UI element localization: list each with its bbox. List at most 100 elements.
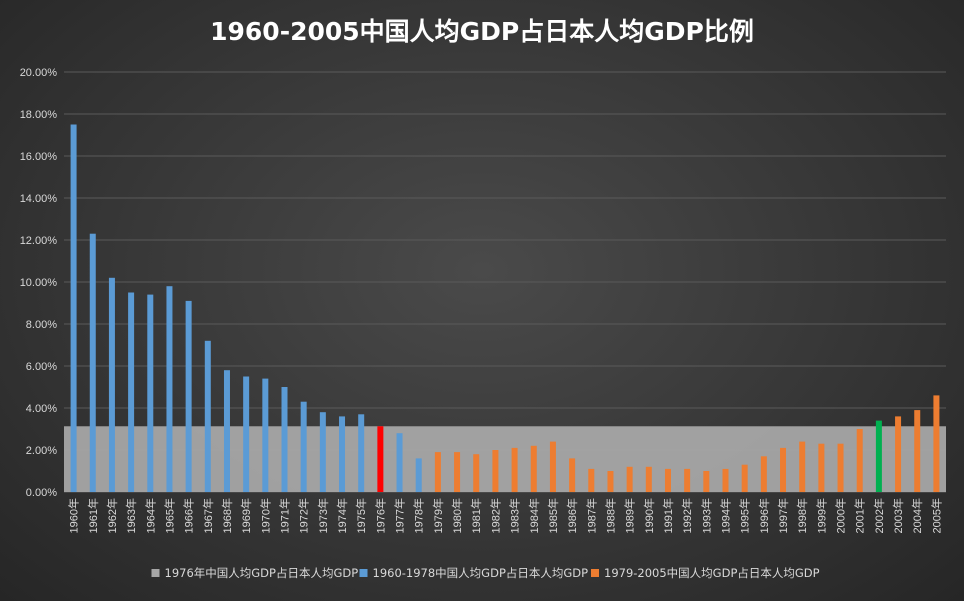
chart-title: 1960-2005中国人均GDP占日本人均GDP比例 [210,17,754,46]
x-axis-ticks: 1960年 1961年 1962年 1963年 1964年 1965年 1966年 1967年… [67,498,944,533]
bar [741,464,748,492]
bar [703,471,710,492]
x-tick-label: 1994年 [719,498,733,533]
x-tick-label: 1973年 [316,498,330,533]
bar [530,445,537,492]
bar [760,456,767,492]
bar [837,443,844,492]
bar [473,454,480,492]
bar [377,426,384,492]
x-tick-label: 1989年 [623,498,637,533]
bar [875,420,882,492]
bar [549,441,556,492]
x-tick-label: 1968年 [220,498,234,533]
bar [281,387,288,492]
x-tick-label: 2002年 [872,498,886,533]
x-tick-label: 1979年 [431,498,445,533]
x-tick-label: 1982年 [488,498,502,533]
legend-swatch [591,569,599,577]
x-tick-label: 1995年 [738,498,752,533]
x-tick-label: 1997年 [776,498,790,533]
y-tick-label: 4.00% [26,403,57,415]
y-tick-label: 16.00% [20,151,58,163]
bar [396,433,403,492]
bar [262,378,269,492]
x-tick-label: 1970年 [258,498,272,533]
bar [818,443,825,492]
x-tick-label: 1985年 [546,498,560,533]
bar [70,124,77,492]
x-tick-label: 1988年 [603,498,617,533]
x-tick-label: 1966年 [182,498,196,533]
bar [645,466,652,492]
x-tick-label: 1991年 [661,498,675,533]
legend-swatch [151,569,160,577]
x-tick-label: 1975年 [354,498,368,533]
bar [415,458,422,492]
legend-label: 1976年中国人均GDP占日本人均GDP [165,566,359,580]
x-tick-label: 1992年 [680,498,694,533]
x-tick-label: 1963年 [124,498,138,533]
x-tick-label: 2003年 [891,498,905,533]
x-tick-label: 1972年 [297,498,311,533]
x-tick-label: 1977年 [393,498,407,533]
bar [933,395,940,492]
x-tick-label: 1998年 [795,498,809,533]
x-tick-label: 1974年 [335,498,349,533]
x-tick-label: 1978年 [412,498,426,533]
y-tick-label: 10.00% [20,277,58,289]
bar [569,458,576,492]
x-tick-label: 2004年 [910,498,924,533]
x-tick-label: 1964年 [143,498,157,533]
bar [166,286,173,492]
legend-swatch [359,569,368,577]
bar [856,429,863,492]
y-tick-label: 8.00% [26,319,57,331]
x-tick-label: 1971年 [278,498,292,533]
x-tick-label: 1984年 [527,498,541,533]
x-tick-label: 1999年 [814,498,828,533]
bar [319,412,326,492]
bar [454,452,461,492]
x-tick-label: 1961年 [86,498,100,533]
y-tick-label: 6.00% [26,361,57,373]
x-tick-label: 1986年 [565,498,579,533]
bar [780,447,787,492]
y-axis-ticks: 0.00% 2.00% 4.00% 6.00% 8.00% 10.00% 12.00% 14.… [20,67,58,499]
bar [799,441,806,492]
x-tick-label: 2000年 [834,498,848,533]
y-tick-label: 20.00% [20,67,58,79]
bar [914,410,921,492]
y-tick-label: 0.00% [26,487,57,499]
x-tick-label: 2001年 [853,498,867,533]
x-tick-label: 1965年 [162,498,176,533]
x-tick-label: 1983年 [508,498,522,533]
band-series-area [64,426,946,492]
x-tick-label: 1969年 [239,498,253,533]
bar [895,416,902,492]
bars [70,124,940,492]
bar [588,468,595,492]
bar [492,450,499,492]
y-tick-label: 2.00% [26,445,57,457]
x-tick-label: 1993年 [699,498,713,533]
bar [89,233,96,492]
bar [684,468,691,492]
bar [664,468,671,492]
x-tick-label: 1980年 [450,498,464,533]
legend-label: 1960-1978中国人均GDP占日本人均GDP [373,566,589,580]
x-tick-label: 1990年 [642,498,656,533]
x-tick-label: 1960年 [67,498,81,533]
bar [434,452,441,492]
bar [147,294,154,492]
bar [128,292,135,492]
bar [185,300,192,492]
bar [300,401,307,492]
x-tick-label: 1962年 [105,498,119,533]
bar [358,414,365,492]
x-tick-label: 1981年 [469,498,483,533]
y-tick-label: 12.00% [20,235,58,247]
bar [607,471,614,492]
